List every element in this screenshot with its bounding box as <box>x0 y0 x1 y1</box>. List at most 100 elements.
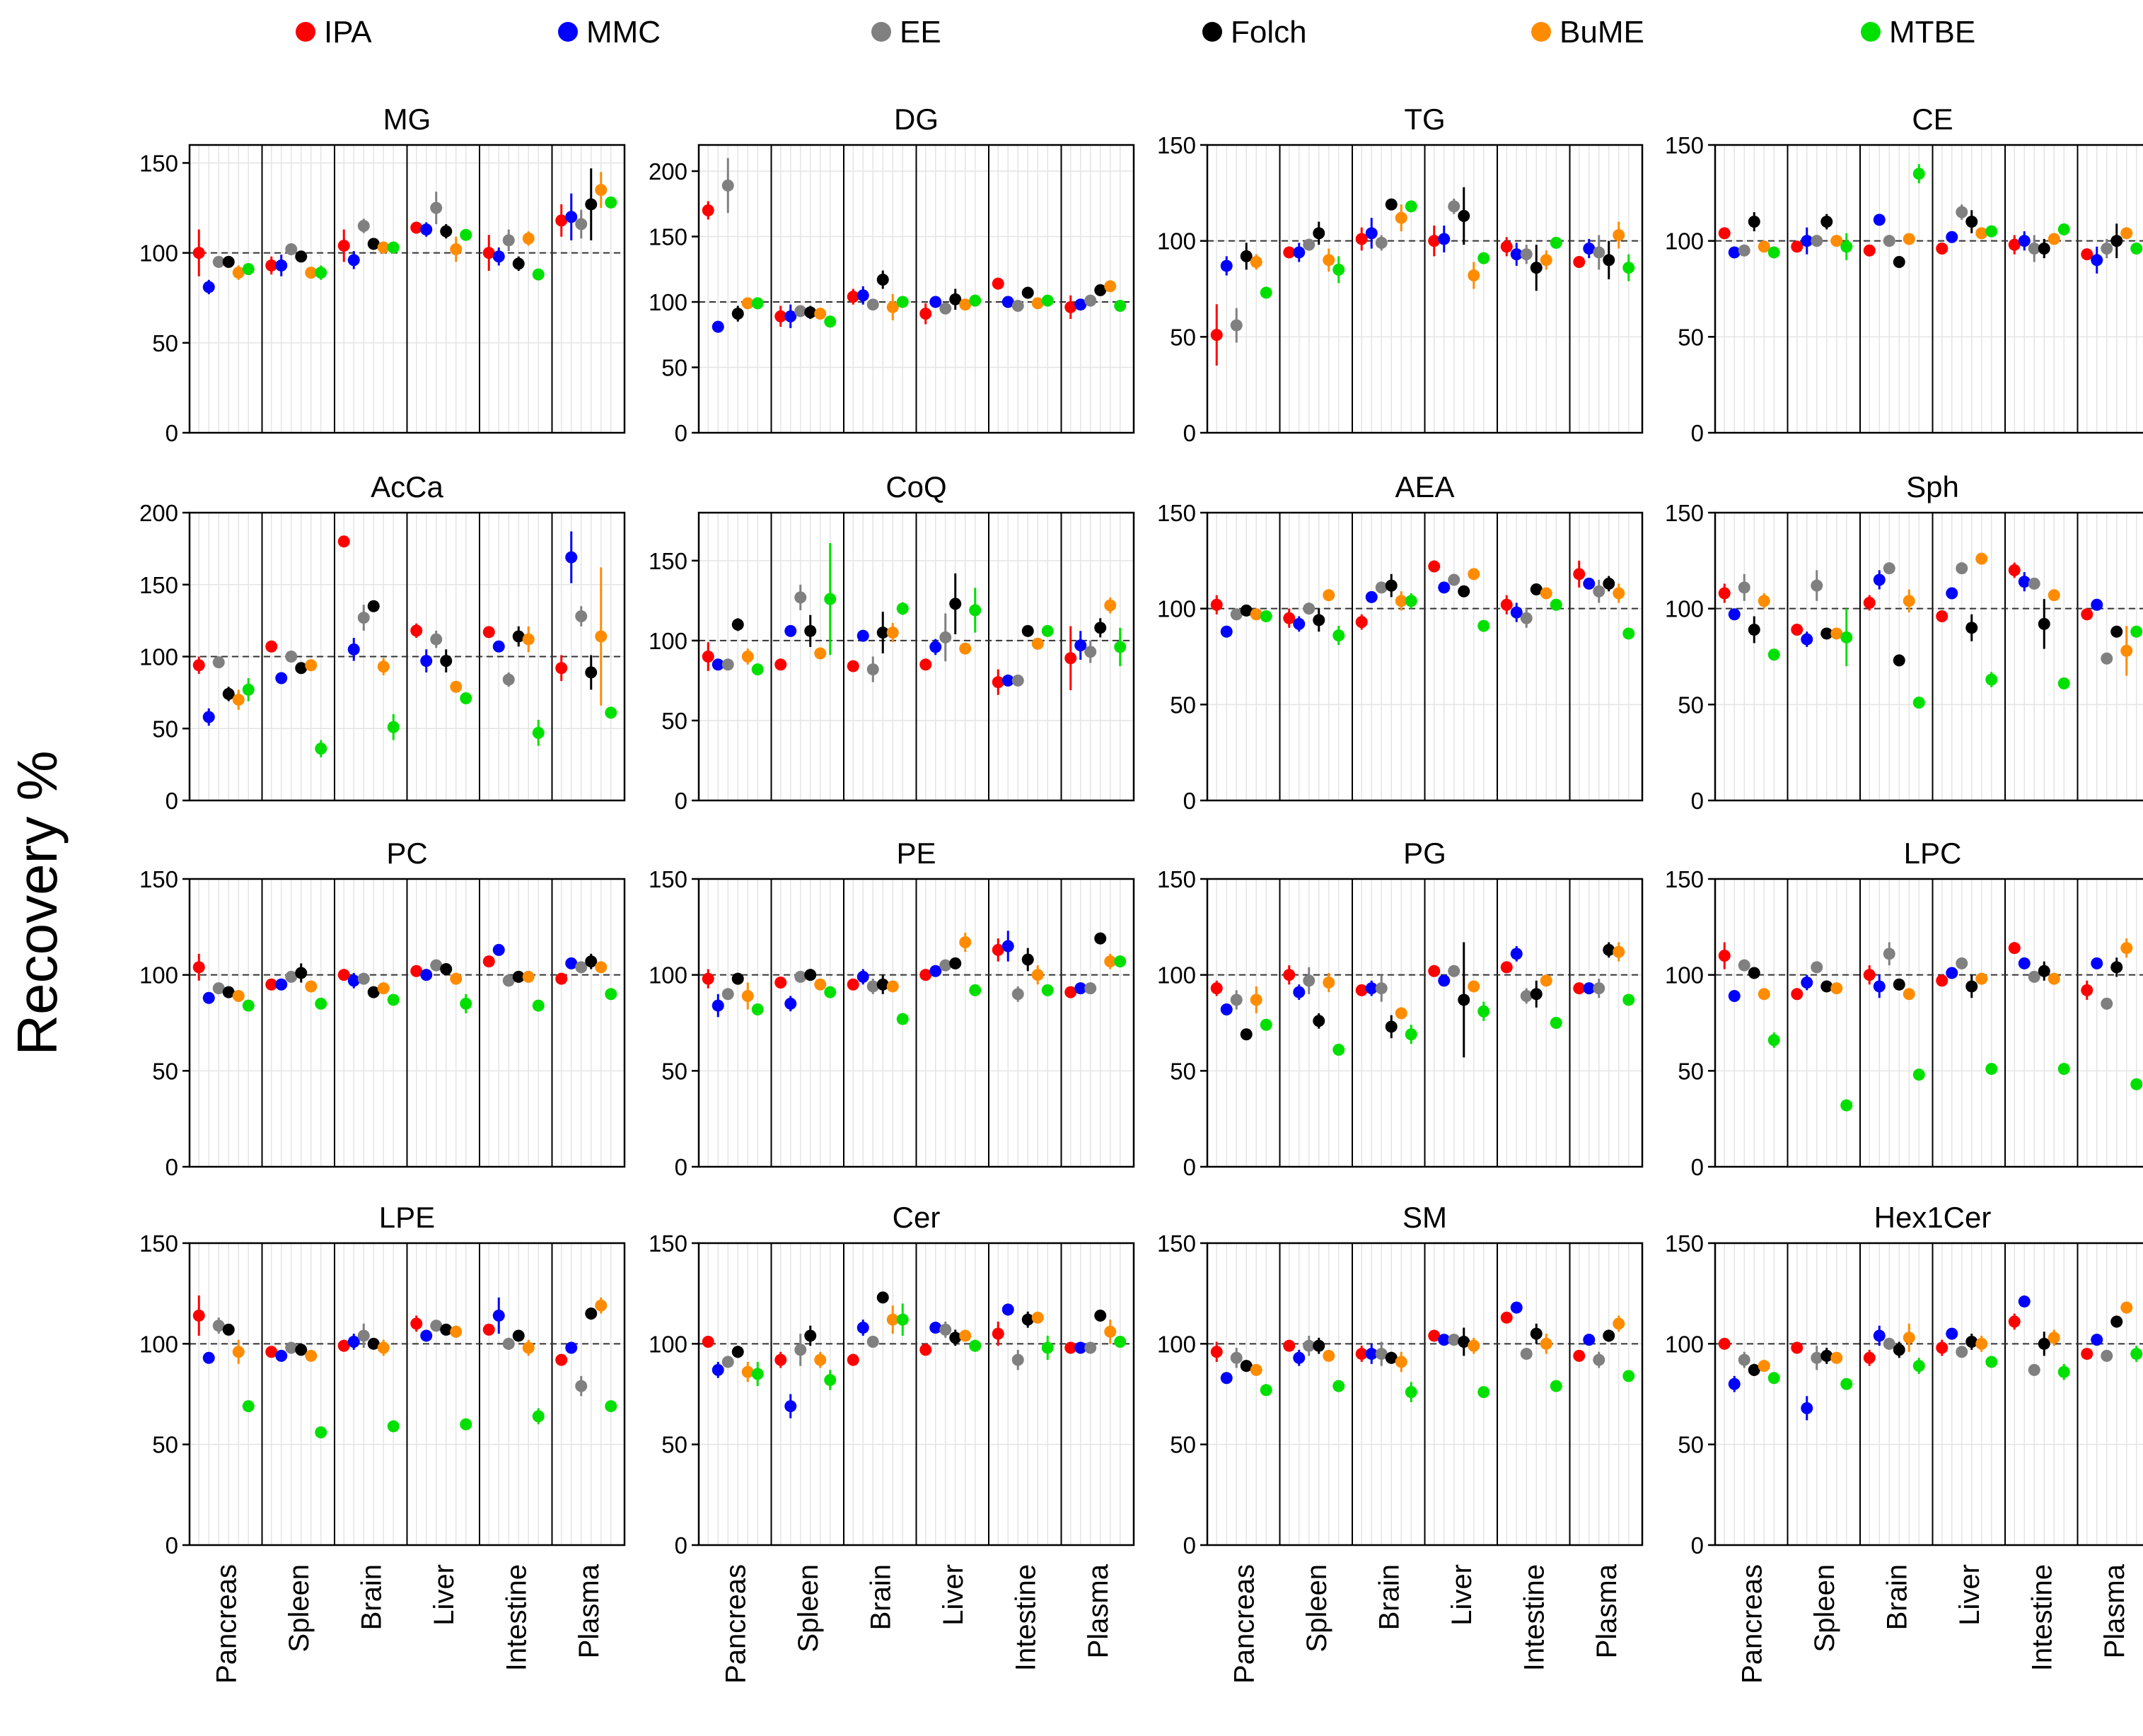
point-mg-brain-ipa <box>337 239 350 252</box>
point-sm-liver-ipa <box>1428 1329 1441 1342</box>
category-label-intestine: Intestine <box>501 1564 532 1671</box>
panel-hex1cer: Hex1Cer 0 50 100 150 <box>1665 1201 2143 1559</box>
point-pg-plasma-ipa <box>1573 982 1586 995</box>
y-tick-label: 150 <box>1665 866 1704 892</box>
point-tg-liver-bume <box>1468 269 1480 282</box>
point-sph-spleen-folch <box>1820 627 1833 640</box>
point-pe-intestine-ee <box>1011 988 1024 1001</box>
y-tick-label: 50 <box>661 708 687 734</box>
point-coq-liver-ipa <box>919 658 932 671</box>
point-lpc-intestine-mtbe <box>2057 1063 2070 1076</box>
point-mg-spleen-mmc <box>275 259 288 272</box>
point-cer-spleen-ee <box>794 1344 807 1356</box>
point-hex1cer-plasma-bume <box>2120 1301 2133 1314</box>
point-aea-plasma-ee <box>1593 585 1605 598</box>
point-coq-spleen-ee <box>794 591 807 604</box>
point-pg-intestine-ee <box>1520 990 1533 1003</box>
category-label-spleen: Spleen <box>1809 1564 1840 1653</box>
point-aea-brain-folch <box>1385 579 1398 592</box>
point-lpe-liver-folch <box>440 1323 453 1336</box>
point-aea-plasma-bume <box>1613 587 1625 600</box>
y-tick-label: 100 <box>1665 228 1704 255</box>
point-cer-liver-mmc <box>929 1322 942 1334</box>
point-acca-intestine-bume <box>522 633 535 646</box>
point-lpc-plasma-ee <box>2101 997 2113 1010</box>
plot-frame <box>1714 878 2143 1168</box>
panel-title: LPE <box>379 1201 435 1234</box>
point-mg-pancreas-ee <box>212 255 225 268</box>
y-tick-label: 150 <box>1665 132 1704 158</box>
category-label-plasma: Plasma <box>2099 1563 2130 1658</box>
point-sph-plasma-bume <box>2120 644 2133 657</box>
point-sph-intestine-bume <box>2048 589 2060 602</box>
point-sph-pancreas-folch <box>1748 624 1760 636</box>
point-mg-brain-mmc <box>347 254 360 267</box>
point-mg-intestine-ee <box>502 234 515 247</box>
point-aea-liver-ipa <box>1428 560 1441 573</box>
point-coq-liver-ee <box>939 631 952 643</box>
point-pc-spleen-ee <box>285 970 298 983</box>
point-aea-liver-ee <box>1448 573 1460 586</box>
y-tick-label: 0 <box>1691 1154 1704 1180</box>
point-mg-spleen-ee <box>285 243 298 256</box>
point-aea-pancreas-mtbe <box>1260 610 1272 623</box>
point-cer-brain-mmc <box>856 1322 869 1334</box>
point-coq-plasma-mmc <box>1074 639 1087 652</box>
y-tick-label: 100 <box>649 1331 687 1357</box>
point-dg-spleen-folch <box>804 306 817 319</box>
point-sph-pancreas-ipa <box>1718 587 1731 600</box>
y-tick-label: 100 <box>139 644 178 670</box>
point-hex1cer-pancreas-mmc <box>1728 1377 1741 1390</box>
point-lpe-brain-ee <box>357 1329 370 1342</box>
y-tick-label: 150 <box>1157 132 1196 158</box>
y-tick-label: 150 <box>139 572 178 598</box>
category-label-plasma: Plasma <box>1591 1563 1622 1658</box>
point-pc-intestine-mmc <box>492 943 505 956</box>
point-ce-brain-folch <box>1893 256 1905 269</box>
point-cer-intestine-bume <box>1031 1311 1044 1324</box>
point-dg-brain-ipa <box>847 291 859 303</box>
point-lpc-liver-folch <box>1965 980 1978 993</box>
point-dg-plasma-ee <box>1084 294 1097 307</box>
point-acca-intestine-mtbe <box>532 726 545 739</box>
category-label-pancreas: Pancreas <box>1229 1564 1260 1684</box>
point-lpc-pancreas-folch <box>1748 967 1760 979</box>
point-acca-liver-mtbe <box>460 692 472 705</box>
point-sm-plasma-ee <box>1593 1353 1605 1366</box>
point-mg-spleen-folch <box>295 250 308 263</box>
point-mg-pancreas-mmc <box>202 281 215 293</box>
point-ce-pancreas-folch <box>1748 216 1760 228</box>
point-acca-brain-mmc <box>347 643 360 656</box>
point-sph-pancreas-bume <box>1758 595 1770 607</box>
point-dg-plasma-folch <box>1094 284 1107 296</box>
point-sm-plasma-mmc <box>1583 1334 1596 1346</box>
point-pe-brain-mtbe <box>896 1013 909 1025</box>
point-cer-brain-folch <box>876 1291 889 1304</box>
y-tick-label: 100 <box>649 289 687 315</box>
point-sm-intestine-mtbe <box>1550 1380 1562 1392</box>
point-dg-brain-bume <box>886 301 899 313</box>
point-sph-spleen-mtbe <box>1840 631 1853 643</box>
point-coq-spleen-folch <box>804 624 817 637</box>
point-dg-brain-mmc <box>856 289 869 302</box>
legend-label-ee: EE <box>900 15 941 49</box>
point-hex1cer-liver-mtbe <box>1985 1356 1998 1368</box>
point-mg-intestine-mmc <box>492 250 505 263</box>
point-aea-brain-ee <box>1375 581 1388 594</box>
point-aea-spleen-ipa <box>1283 612 1296 624</box>
point-sm-plasma-mtbe <box>1622 1370 1635 1382</box>
point-lpc-pancreas-bume <box>1758 988 1770 1001</box>
point-pc-intestine-bume <box>522 970 535 983</box>
point-mg-plasma-ee <box>575 218 588 231</box>
point-coq-spleen-ipa <box>774 658 787 671</box>
point-sm-liver-mtbe <box>1477 1386 1490 1399</box>
point-pc-liver-mtbe <box>460 997 472 1010</box>
y-tick-label: 0 <box>1183 1532 1196 1559</box>
point-pc-brain-folch <box>367 986 380 998</box>
point-pc-plasma-mtbe <box>605 988 617 1001</box>
legend-marker-mmc <box>558 22 578 42</box>
point-pg-liver-folch <box>1458 994 1470 1006</box>
point-dg-intestine-folch <box>1021 286 1034 299</box>
point-dg-pancreas-mtbe <box>751 297 764 310</box>
point-cer-intestine-folch <box>1021 1313 1034 1326</box>
